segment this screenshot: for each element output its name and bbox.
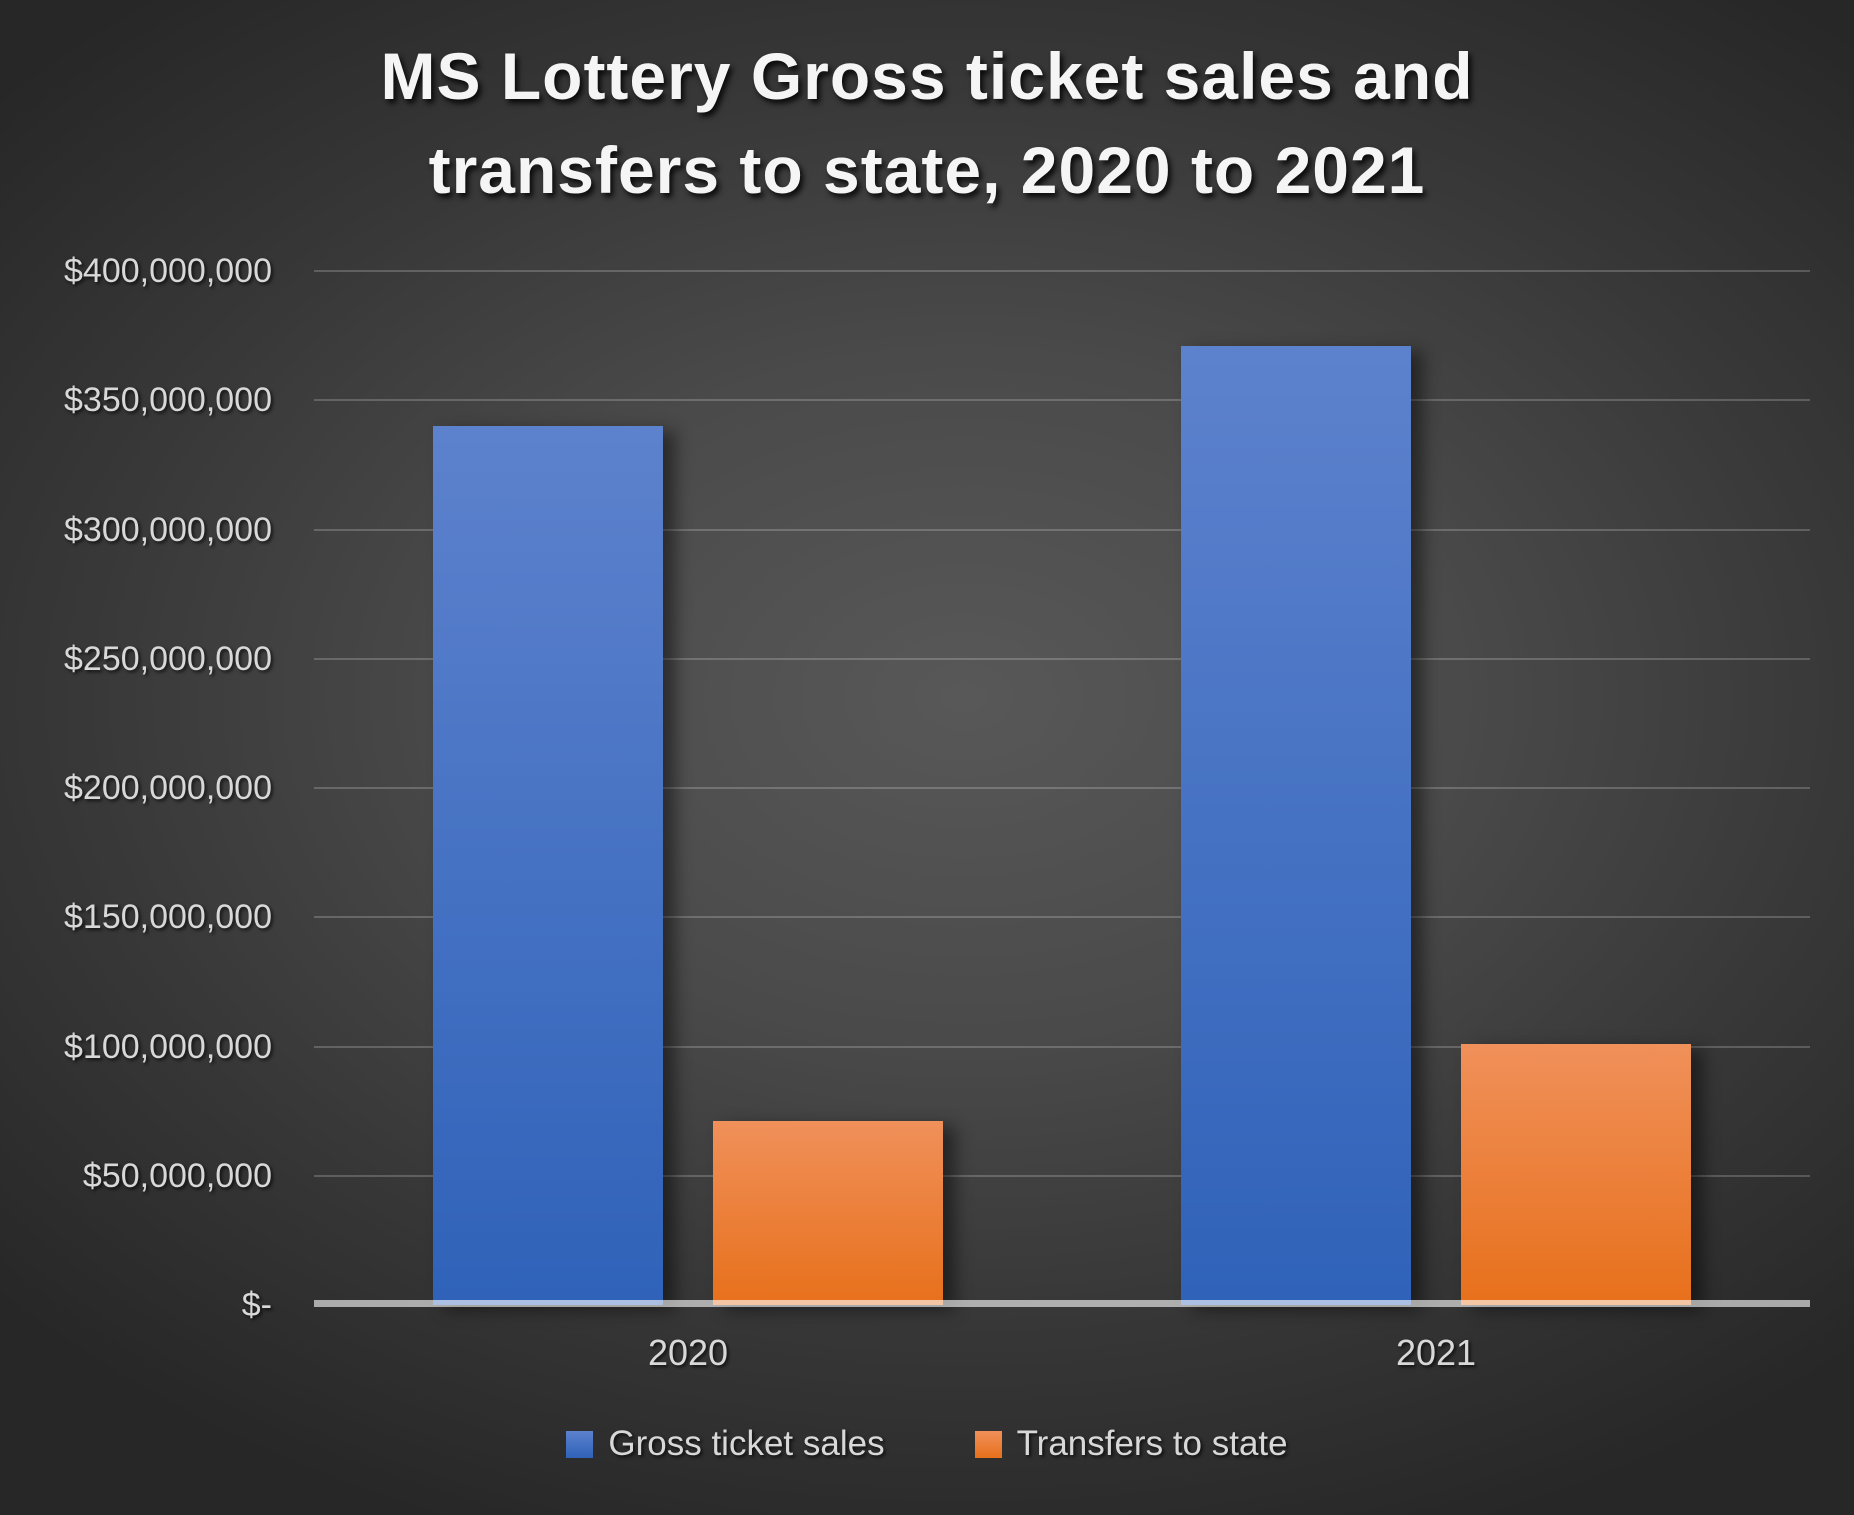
legend-swatch-icon	[566, 1430, 594, 1458]
chart-title-line-2: transfers to state, 2020 to 2021	[428, 132, 1426, 207]
legend: Gross ticket sales Transfers to state	[0, 1424, 1854, 1464]
gridline	[314, 399, 1810, 402]
y-tick-label: $100,000,000	[64, 1027, 272, 1066]
bar-2021-transfers-to-state	[1461, 1044, 1691, 1305]
plot-area	[314, 270, 1810, 1305]
bar-group-2020	[433, 426, 943, 1305]
x-axis-labels: 2020 2021	[314, 1332, 1810, 1378]
legend-item-transfers-to-state: Transfers to state	[974, 1424, 1288, 1464]
bar-2020-transfers-to-state	[713, 1121, 943, 1305]
legend-label: Gross ticket sales	[608, 1424, 885, 1463]
y-tick-label: $150,000,000	[64, 898, 272, 937]
bar-2020-gross-ticket-sales	[433, 426, 663, 1305]
legend-swatch-icon	[974, 1430, 1002, 1458]
x-tick-label-2020: 2020	[647, 1332, 729, 1373]
gridline	[314, 787, 1810, 789]
x-tick-label-2021: 2021	[1395, 1332, 1477, 1373]
gridline	[314, 916, 1810, 919]
chart-title: MS Lottery Gross ticket sales and transf…	[0, 30, 1854, 217]
chart-title-line-1: MS Lottery Gross ticket sales and	[380, 39, 1474, 113]
gridline	[314, 270, 1810, 272]
gridline	[314, 528, 1810, 531]
y-tick-label: $50,000,000	[82, 1156, 272, 1195]
y-tick-label: $250,000,000	[64, 639, 272, 678]
y-tick-label: $-	[241, 1286, 272, 1324]
x-axis-line	[314, 1300, 1810, 1307]
gridline	[314, 657, 1810, 660]
y-tick-label: $300,000,000	[64, 510, 272, 549]
y-tick-label: $200,000,000	[64, 769, 272, 807]
legend-item-gross-ticket-sales: Gross ticket sales	[566, 1424, 885, 1464]
y-tick-label: $400,000,000	[64, 252, 272, 290]
legend-label: Transfers to state	[1016, 1424, 1288, 1463]
gridline	[314, 1045, 1810, 1048]
bar-2021-gross-ticket-sales	[1181, 346, 1411, 1305]
y-axis-labels: $400,000,000 $350,000,000 $300,000,000 $250…	[0, 252, 272, 1324]
y-tick-label: $350,000,000	[64, 381, 272, 420]
bar-group-2021	[1181, 346, 1691, 1305]
gridline	[314, 1174, 1810, 1177]
